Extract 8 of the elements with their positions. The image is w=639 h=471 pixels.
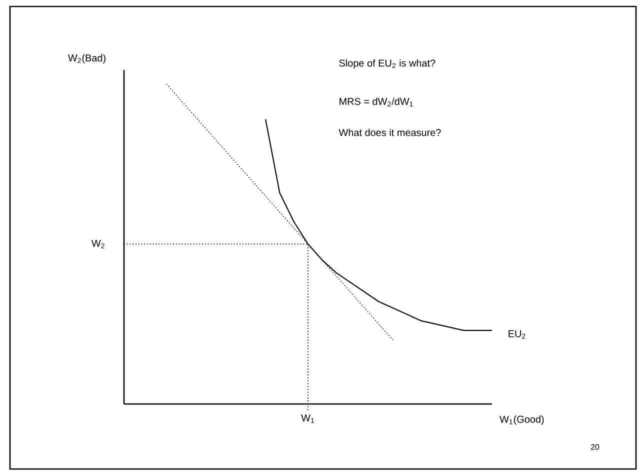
x-axis-title: W$_{1}$(Good) bbox=[500, 416, 544, 425]
text: Slope of EU$_{2}$ is what? bbox=[339, 59, 436, 69]
ref-line-label: W$_{2}$ bbox=[92, 240, 104, 248]
text: W$_{1}$ bbox=[301, 414, 314, 423]
series-label: EU$_{2}$ bbox=[508, 330, 526, 339]
y-axis-title: W$_{2}$(Bad) bbox=[68, 54, 106, 64]
annotation: MRS = dW$_{2}$/dW$_{1}$ bbox=[340, 98, 413, 106]
annotation: What does it measure? bbox=[338, 128, 441, 136]
